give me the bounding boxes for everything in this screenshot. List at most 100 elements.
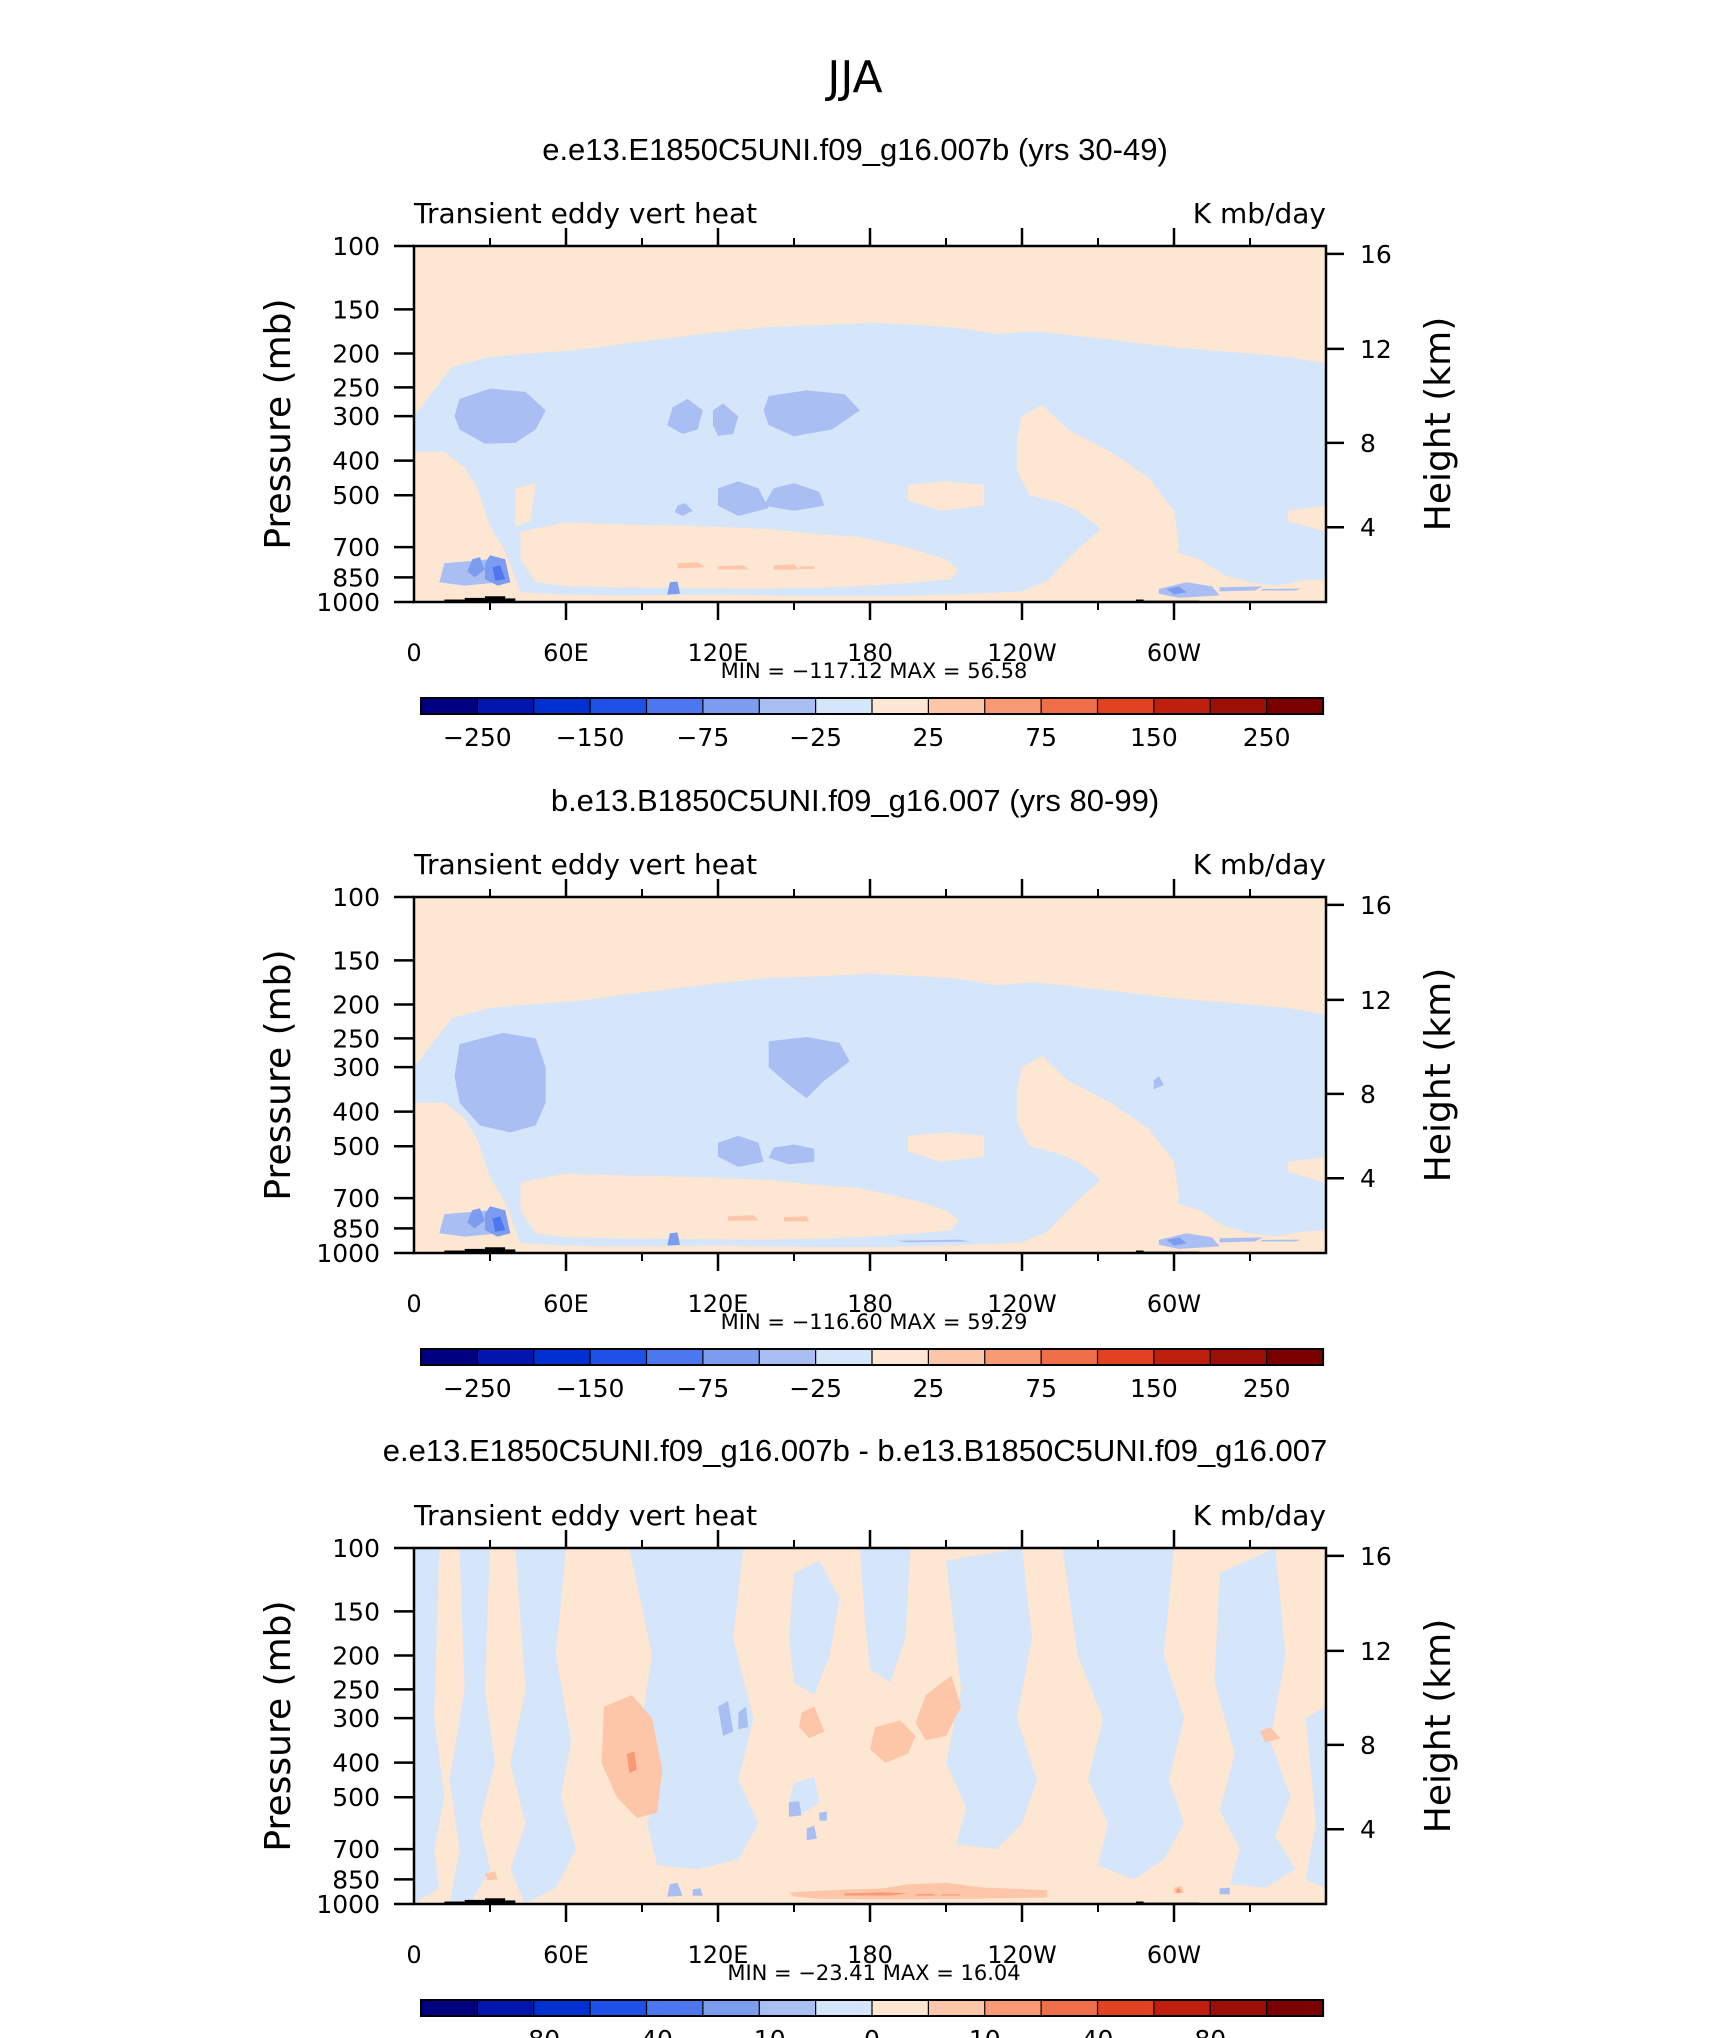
y-tick-label: 200	[332, 1642, 380, 1671]
contour-region	[718, 481, 769, 516]
colorbar-box	[1153, 697, 1212, 715]
contour-region	[1062, 1548, 1185, 1880]
contour-region	[467, 557, 485, 578]
y-right-axis-title: Height (km)	[1418, 1619, 1459, 1833]
x-tick-label: 0	[406, 1941, 421, 1969]
x-tick-label: 60E	[543, 1290, 589, 1318]
contour-region	[1260, 1727, 1281, 1743]
colorbar-label: −25	[789, 1374, 842, 1403]
colorbar-box	[815, 1348, 874, 1366]
x-tick-label: 120E	[688, 1941, 749, 1969]
y-right-tick-label: 12	[1360, 986, 1392, 1015]
topography-mask	[464, 597, 485, 602]
contour-region	[870, 1720, 916, 1763]
contour-field	[414, 1548, 1326, 1904]
colorbar-box	[476, 1999, 535, 2017]
right-string: K mb/day	[1193, 848, 1326, 881]
colorbar-box	[476, 1348, 535, 1366]
colorbar-box	[533, 697, 592, 715]
y-right-tick-label: 4	[1360, 1815, 1376, 1844]
y-right-tick-label: 12	[1360, 1637, 1392, 1666]
panel-title: e.e13.E1850C5UNI.f09_g16.007b (yrs 30-49…	[542, 132, 1168, 167]
topography-mask	[505, 1900, 516, 1904]
y-axis-title: Pressure (mb)	[258, 949, 299, 1200]
topography-mask	[505, 598, 516, 602]
y-tick-label: 100	[332, 232, 380, 261]
contour-region	[692, 1888, 703, 1896]
y-tick-label: 100	[332, 1534, 380, 1563]
right-string: K mb/day	[1193, 1499, 1326, 1532]
y-tick-label: 200	[332, 340, 380, 369]
colorbar-box	[927, 697, 986, 715]
contour-region	[667, 1882, 683, 1897]
colorbar-box	[645, 1348, 704, 1366]
colorbar-label: −75	[676, 723, 729, 752]
colorbar-box	[927, 1348, 986, 1366]
colorbar-box	[1209, 697, 1268, 715]
colorbar-box	[1266, 1348, 1325, 1366]
topography-mask	[505, 1249, 516, 1253]
x-tick-label: 60E	[543, 639, 589, 667]
y-right-axis-title: Height (km)	[1418, 317, 1459, 531]
colorbar-frame	[420, 1999, 1324, 2017]
colorbar-box	[871, 1999, 930, 2017]
panel-title: e.e13.E1850C5UNI.f09_g16.007b - b.e13.B1…	[383, 1433, 1328, 1468]
colorbar-box	[420, 697, 479, 715]
x-tick-label: 120W	[987, 639, 1057, 667]
colorbar-box	[984, 1348, 1043, 1366]
colorbar-label: 80	[1194, 2025, 1226, 2038]
contour-region	[763, 483, 825, 511]
colorbar-label: −40	[620, 2025, 673, 2038]
colorbar-box	[758, 1999, 817, 2017]
colorbar-box	[1096, 1999, 1155, 2017]
contour-region	[788, 1560, 840, 1696]
colorbar-box	[1209, 1348, 1268, 1366]
x-tick-label: 120E	[688, 1290, 749, 1318]
y-tick-label: 150	[332, 946, 380, 975]
contour-region	[908, 481, 984, 511]
y-tick-label: 1000	[316, 588, 380, 617]
x-tick-label: 180	[847, 639, 893, 667]
x-tick-label: 0	[406, 1290, 421, 1318]
y-axis-title: Pressure (mb)	[258, 1600, 299, 1851]
contour-region	[718, 1135, 764, 1167]
colorbar-frame	[420, 697, 1324, 715]
colorbar-label: −250	[443, 723, 512, 752]
contour-region	[940, 1894, 962, 1896]
y-tick-label: 150	[332, 295, 380, 324]
x-tick-label: 120E	[688, 639, 749, 667]
contour-region	[629, 1548, 759, 1870]
x-tick-label: 0	[406, 639, 421, 667]
colorbar-label: −250	[443, 1374, 512, 1403]
topography-mask	[484, 1898, 506, 1904]
contour-region	[1219, 1237, 1263, 1243]
colorbar-box	[871, 697, 930, 715]
colorbar-box	[702, 1999, 761, 2017]
colorbar-box	[589, 1348, 648, 1366]
y-right-tick-label: 8	[1360, 429, 1376, 458]
colorbar-box	[1096, 697, 1155, 715]
colorbar-box	[420, 1999, 479, 2017]
contour-region	[768, 1144, 815, 1165]
contour-region	[515, 483, 536, 527]
y-right-tick-label: 8	[1360, 1080, 1376, 1109]
y-tick-label: 250	[332, 1675, 380, 1704]
y-tick-label: 200	[332, 991, 380, 1020]
contour-region	[520, 1173, 959, 1240]
contour-region	[1260, 588, 1301, 591]
contour-region	[667, 1232, 680, 1246]
contour-region	[449, 1548, 496, 1904]
y-tick-label: 700	[332, 533, 380, 562]
colorbar-box	[1040, 1999, 1099, 2017]
y-tick-label: 400	[332, 447, 380, 476]
contour-region	[768, 1037, 850, 1099]
x-tick-label: 60W	[1147, 1941, 1201, 1969]
x-tick-label: 180	[847, 1941, 893, 1969]
contour-region	[1016, 1055, 1180, 1237]
contour-region	[718, 565, 749, 570]
y-tick-label: 500	[332, 1783, 380, 1812]
colorbar-label: −150	[556, 1374, 625, 1403]
contour-region	[677, 562, 706, 569]
contour-region	[1176, 1888, 1182, 1893]
colorbar-box	[533, 1348, 592, 1366]
